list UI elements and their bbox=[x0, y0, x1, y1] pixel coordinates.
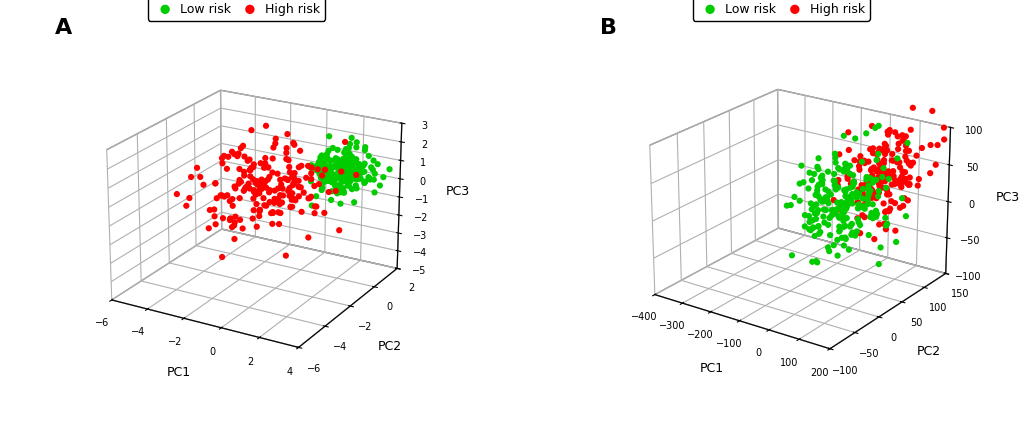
Text: A: A bbox=[55, 18, 72, 38]
Text: B: B bbox=[599, 18, 616, 38]
Legend: Low risk, High risk: Low risk, High risk bbox=[692, 0, 869, 21]
X-axis label: PC1: PC1 bbox=[166, 365, 191, 379]
Legend: Low risk, High risk: Low risk, High risk bbox=[148, 0, 325, 21]
X-axis label: PC1: PC1 bbox=[699, 362, 723, 375]
Y-axis label: PC2: PC2 bbox=[377, 340, 401, 353]
Y-axis label: PC2: PC2 bbox=[915, 345, 940, 358]
